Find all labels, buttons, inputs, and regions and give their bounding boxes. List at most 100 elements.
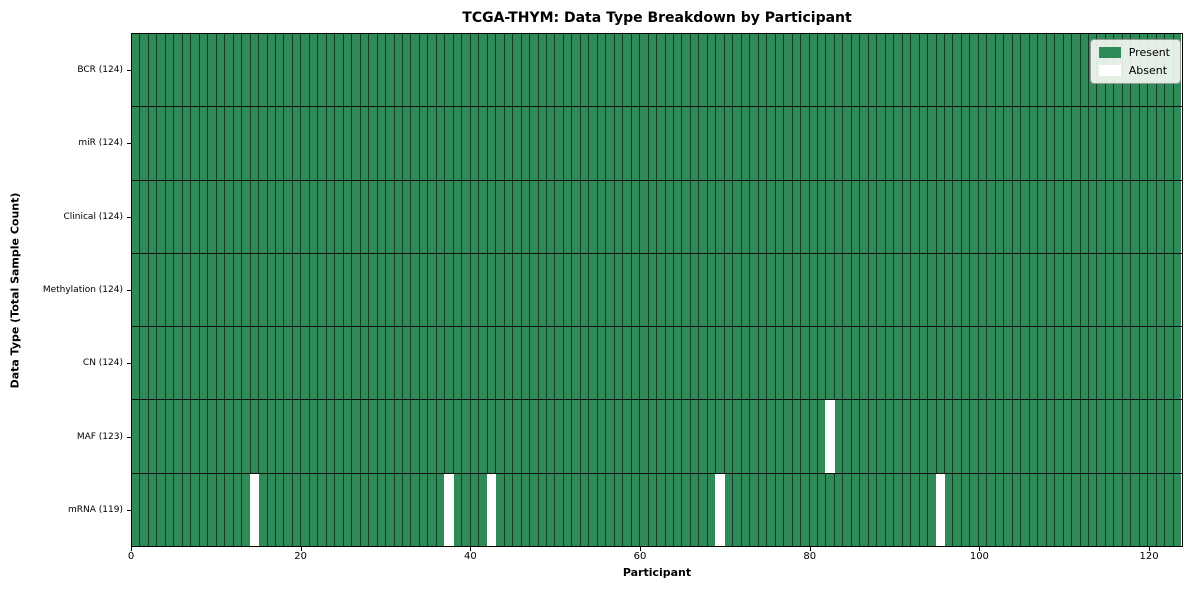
present-cell [580,473,590,546]
present-cell [513,180,522,253]
present-cell [580,253,590,327]
present-cell [894,400,903,473]
present-cell [538,253,547,327]
present-cell [716,107,725,180]
present-cell [1088,253,1098,327]
present-cell [911,253,920,327]
present-cell [394,400,403,473]
x-tick-mark [809,547,811,551]
present-cell [1004,473,1013,546]
present-cell [978,34,988,107]
x-tick-mark [979,547,981,551]
present-cell [487,400,497,473]
present-cell [699,107,708,180]
present-cell [487,253,497,327]
present-cell [868,400,878,473]
present-cell [1148,180,1157,253]
present-cell [275,473,285,546]
present-cell [724,253,734,327]
present-cell [758,180,768,253]
present-cell [589,473,598,546]
present-cell [318,400,327,473]
present-cell [563,180,573,253]
y-tick-mark [127,69,131,71]
present-cell [326,34,336,107]
present-cell [538,107,547,180]
present-cell [1021,34,1030,107]
present-cell [953,107,962,180]
present-cell [682,473,691,546]
present-cell [1029,400,1039,473]
present-cell [191,180,200,253]
present-cell [640,34,649,107]
present-cell [165,180,175,253]
present-cell [665,400,674,473]
present-cell [860,327,869,400]
heatmap-row-mrna [132,473,1182,546]
present-cell [1148,327,1157,400]
present-cell [546,400,556,473]
present-cell [546,180,556,253]
present-cell [758,107,768,180]
present-cell [386,327,395,400]
present-cell [377,180,387,253]
present-cell [809,34,818,107]
present-cell [453,107,463,180]
present-cell [242,34,251,107]
present-cell [1029,34,1039,107]
present-cell [580,180,590,253]
present-cell [860,400,869,473]
present-cell [199,180,209,253]
present-cell [182,473,192,546]
present-cell [1038,400,1047,473]
present-cell [530,180,539,253]
present-cell [589,253,598,327]
present-cell [208,253,217,327]
present-cell [275,107,285,180]
present-cell [928,400,937,473]
present-cell [775,327,785,400]
present-cell [750,34,759,107]
present-cell [733,107,742,180]
present-cell [817,34,827,107]
y-tick-mark [127,510,131,512]
present-cell [504,400,514,473]
present-cell [928,327,937,400]
present-cell [826,253,835,327]
present-cell [775,253,785,327]
present-cell [1105,253,1115,327]
present-cell [462,107,471,180]
present-cell [690,180,700,253]
present-cell [343,180,353,253]
present-cell [216,253,226,327]
heatmap-row-mir [132,107,1182,181]
present-cell [623,327,632,400]
present-cell [140,253,149,327]
present-cell [784,473,793,546]
present-cell [801,34,810,107]
present-cell [597,180,607,253]
present-cell [318,473,327,546]
present-cell [546,253,556,327]
present-cell [386,473,395,546]
y-tick-label: Clinical (124) [63,211,123,222]
present-cell [530,34,539,107]
present-cell [851,107,861,180]
present-cell [919,180,929,253]
present-cell [1012,473,1022,546]
present-cell [741,180,751,253]
present-cell [733,180,742,253]
present-cell [386,253,395,327]
present-cell [419,400,429,473]
present-cell [995,34,1005,107]
present-cell [191,400,200,473]
present-cell [174,180,183,253]
present-cell [1072,34,1081,107]
present-cell [758,34,768,107]
present-cell [843,180,852,253]
present-cell [690,327,700,400]
present-cell [834,180,844,253]
present-cell [1021,180,1030,253]
present-cell [919,327,929,400]
present-cell [208,107,217,180]
